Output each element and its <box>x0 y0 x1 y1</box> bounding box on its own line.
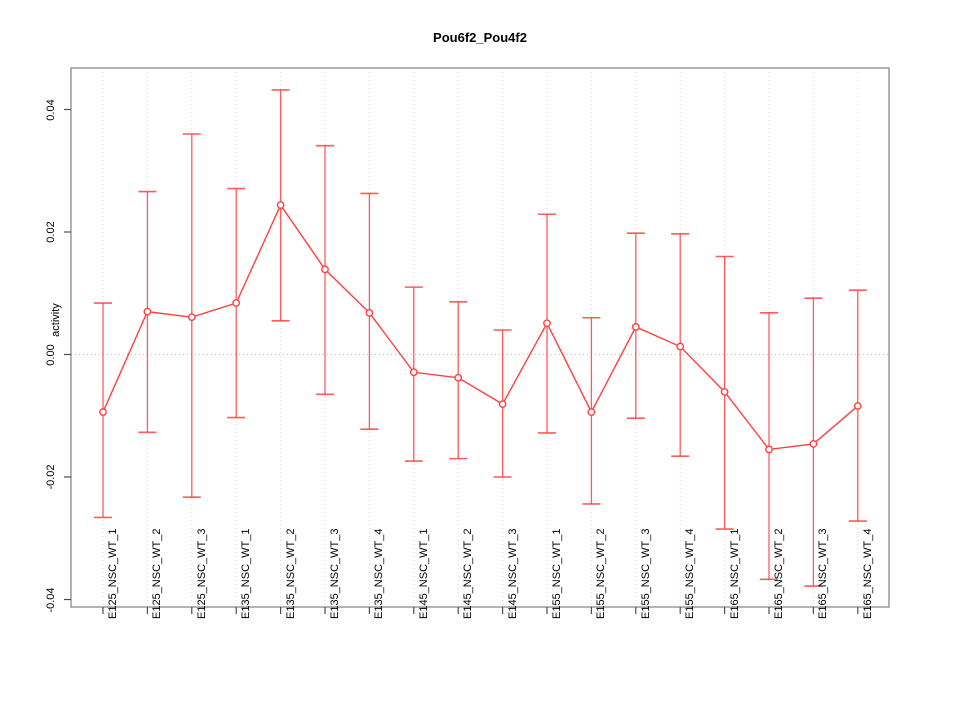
x-tick-label: E125_NSC_WT_2 <box>151 528 164 620</box>
x-tick-label: E145_NSC_WT_2 <box>462 528 475 620</box>
x-axis-ticks <box>102 607 859 614</box>
x-tick-label: E125_NSC_WT_1 <box>107 528 119 620</box>
y-tick-label: 0.00 <box>45 343 57 366</box>
data-line <box>102 203 859 451</box>
x-tick-label: E155_NSC_WT_1 <box>551 528 563 620</box>
x-tick-label: E135_NSC_WT_3 <box>329 528 341 620</box>
x-tick-label: E165_NSC_WT_4 <box>861 528 874 620</box>
y-tick-label: 0.02 <box>45 221 57 243</box>
x-tick-label: E135_NSC_WT_1 <box>240 528 253 620</box>
data-points <box>99 201 862 454</box>
x-tick-label: E165_NSC_WT_1 <box>728 528 741 620</box>
page-title: Pou6f2_Pou4f2 <box>433 30 527 45</box>
y-axis-ticks <box>64 108 71 601</box>
x-tick-label: E135_NSC_WT_4 <box>373 528 386 620</box>
error-bars <box>94 89 867 587</box>
y-tick-label: 0.04 <box>45 98 57 121</box>
y-tick-label: -0.02 <box>45 464 57 490</box>
x-tick-label: E165_NSC_WT_2 <box>773 528 785 620</box>
x-tick-label: E125_NSC_WT_3 <box>195 528 208 620</box>
y-tick-label: -0.04 <box>45 586 57 613</box>
x-tick-label: E145_NSC_WT_3 <box>506 528 519 620</box>
x-tick-label: E165_NSC_WT_3 <box>817 528 830 620</box>
x-tick-label: E155_NSC_WT_4 <box>684 528 697 620</box>
x-tick-label: E135_NSC_WT_2 <box>284 528 297 620</box>
gridlines <box>102 68 859 607</box>
plot-box-border <box>70 67 890 608</box>
x-tick-label: E155_NSC_WT_3 <box>639 528 652 620</box>
x-tick-label: E145_NSC_WT_1 <box>417 528 430 620</box>
x-tick-label: E155_NSC_WT_2 <box>595 528 608 620</box>
